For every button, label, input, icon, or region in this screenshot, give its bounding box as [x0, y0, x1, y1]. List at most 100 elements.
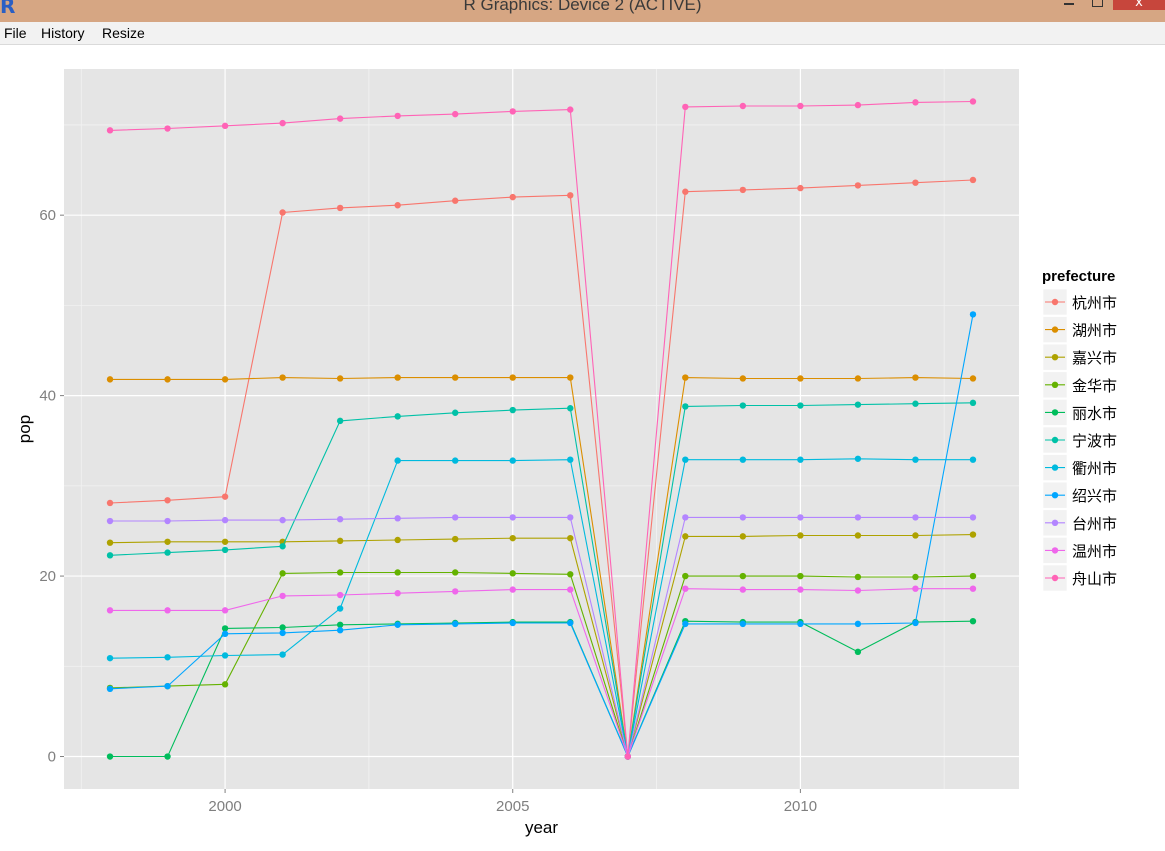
data-point — [854, 401, 862, 408]
data-point — [797, 586, 804, 593]
legend-label: 湖州市 — [1072, 323, 1117, 340]
data-point — [221, 516, 229, 524]
legend-item: 舟山市 — [1042, 564, 1117, 592]
data-point — [164, 682, 171, 690]
data-point — [682, 620, 689, 628]
legend-item: 温州市 — [1042, 537, 1117, 564]
data-point — [624, 753, 631, 760]
data-point — [739, 620, 747, 628]
series-line — [109, 458, 973, 757]
data-point — [797, 572, 804, 580]
menu-file[interactable]: File — [4, 25, 27, 41]
data-point — [682, 188, 689, 195]
data-point — [106, 607, 114, 614]
data-point — [509, 534, 516, 542]
legend-label: 台州市 — [1072, 516, 1117, 533]
data-point — [106, 753, 114, 760]
series-1 — [106, 176, 977, 760]
data-point — [164, 497, 171, 504]
data-point — [854, 182, 862, 189]
data-point — [912, 532, 919, 539]
legend-key-point — [1051, 354, 1059, 361]
data-point — [279, 592, 286, 600]
series-line — [110, 516, 973, 757]
data-point — [221, 607, 229, 614]
data-point — [164, 753, 171, 760]
window-titlebar: R R Graphics: Device 2 (ACTIVE) x — [0, 0, 1165, 22]
data-point — [164, 517, 171, 525]
data-point — [797, 620, 804, 628]
data-point — [394, 202, 401, 209]
maximize-button[interactable] — [1084, 0, 1110, 10]
data-point — [969, 514, 977, 521]
series-6 — [106, 399, 977, 760]
legend-label: 金华市 — [1072, 378, 1117, 395]
data-point — [969, 399, 977, 407]
menu-history[interactable]: History — [41, 25, 85, 41]
major-gridlines — [64, 69, 1019, 789]
minimize-button[interactable] — [1056, 0, 1082, 10]
r-logo-icon: R — [0, 0, 16, 18]
legend-key-point — [1051, 381, 1059, 388]
data-point — [279, 119, 286, 127]
data-point — [221, 652, 229, 659]
legend-label: 丽水市 — [1072, 405, 1117, 422]
plot-panel — [64, 69, 1019, 789]
series-line — [109, 571, 974, 759]
data-point — [739, 456, 747, 463]
legend-item: 嘉兴市 — [1042, 343, 1117, 371]
data-point — [854, 573, 862, 581]
legend-label: 舟山市 — [1072, 571, 1117, 588]
data-point — [912, 514, 919, 521]
data-point — [452, 110, 459, 118]
data-point — [164, 654, 171, 661]
data-point — [739, 375, 747, 382]
legend-key-point — [1051, 326, 1059, 333]
menu-resize[interactable]: Resize — [102, 25, 145, 41]
data-point — [739, 514, 747, 521]
close-button[interactable]: x — [1113, 0, 1165, 10]
data-point — [854, 587, 862, 594]
data-point — [969, 311, 977, 318]
data-point — [567, 571, 574, 578]
data-point — [739, 572, 747, 580]
data-point — [682, 403, 689, 410]
window-title: R Graphics: Device 2 (ACTIVE) — [463, 0, 702, 14]
data-point — [164, 376, 171, 383]
data-point — [854, 514, 862, 521]
x-tick-label: 2005 — [496, 798, 529, 815]
data-point — [279, 570, 286, 577]
data-point — [452, 409, 459, 416]
legend-item: 丽水市 — [1042, 399, 1117, 426]
x-axis-label: year — [525, 818, 558, 837]
legend-item: 台州市 — [1042, 509, 1117, 537]
data-point — [106, 552, 114, 559]
data-point — [279, 624, 286, 631]
data-point — [797, 402, 804, 409]
data-point — [969, 98, 977, 105]
series-line — [110, 620, 974, 758]
line-chart: 2000 2005 2010 0 20 40 60 year pop prefecture … — [15, 69, 1117, 837]
data-point — [509, 193, 516, 201]
data-point — [279, 516, 286, 524]
legend-key-point — [1051, 464, 1059, 471]
legend: prefecture 杭州市湖州市嘉兴市金华市丽水市宁波市衢州市绍兴市台州市温州… — [1042, 268, 1117, 592]
data-point — [394, 621, 401, 628]
data-point — [797, 514, 804, 521]
legend-item: 金华市 — [1042, 371, 1117, 399]
data-point — [394, 536, 401, 544]
data-point — [336, 627, 344, 634]
data-point — [969, 456, 977, 463]
data-point — [682, 374, 689, 381]
data-point — [912, 400, 919, 407]
legend-label: 嘉兴市 — [1072, 350, 1117, 367]
data-point — [912, 619, 919, 627]
legend-key-point — [1051, 519, 1059, 526]
data-point — [452, 457, 459, 464]
y-tick-label: 20 — [39, 568, 56, 585]
x-tick-label: 2010 — [784, 798, 817, 815]
legend-key-point — [1051, 298, 1059, 306]
data-point — [854, 532, 862, 539]
data-point — [739, 186, 747, 194]
data-point — [509, 619, 516, 627]
